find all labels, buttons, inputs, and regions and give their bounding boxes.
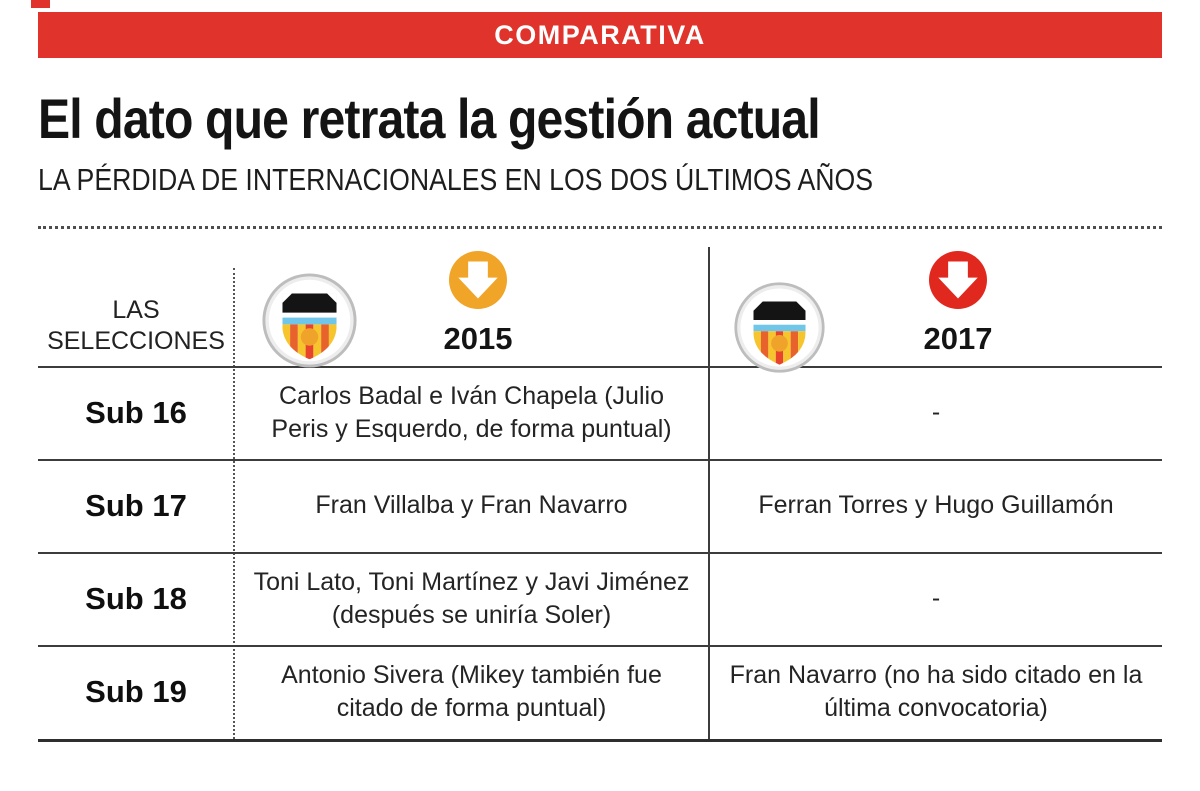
cell-sub16-2015: Carlos Badal e Iván Chapela (Julio Peris… <box>271 381 672 443</box>
down-arrow-2015-icon <box>449 251 507 309</box>
cell-sub16-2017: - <box>931 398 941 426</box>
table-bottom-line <box>38 739 1162 742</box>
cell-sub17-2017: Ferran Torres y Hugo Guillamón <box>758 491 1114 519</box>
down-arrow-2017-icon <box>929 251 987 309</box>
page-subtitle: LA PÉRDIDA DE INTERNACIONALES EN LOS DOS… <box>38 162 874 197</box>
cell-sub18-2015: Toni Lato, Toni Martínez y Javi Jiménez … <box>253 567 690 629</box>
cell-sub18-2017: - <box>931 584 941 612</box>
table-grid-line <box>38 366 1162 368</box>
row-label-sub19: Sub 19 <box>85 674 187 709</box>
table-column-divider-dotted <box>233 268 235 739</box>
banner-label: COMPARATIVA <box>494 19 706 50</box>
column-header-selections: LAS SELECCIONES <box>38 295 234 357</box>
selections-label-line2: SELECCIONES <box>47 327 225 355</box>
row-label-sub18: Sub 18 <box>85 580 187 616</box>
valencia-cf-badge-icon <box>262 273 357 368</box>
cell-sub19-2015: Antonio Sivera (Mikey también fue citado… <box>281 661 662 722</box>
valencia-cf-badge-icon <box>734 282 825 373</box>
banner: COMPARATIVA <box>38 12 1162 58</box>
row-label-sub17: Sub 17 <box>85 487 187 523</box>
cell-sub17-2015: Fran Villalba y Fran Navarro <box>315 491 628 519</box>
table-grid-line <box>38 459 1162 461</box>
divider-dotted-rule <box>38 226 1162 229</box>
selections-label-line1: LAS <box>112 296 160 324</box>
corner-ribbon <box>31 0 50 8</box>
table-grid-line <box>38 552 1162 554</box>
table-column-divider-solid <box>708 247 710 739</box>
page-title: El dato que retrata la gestión actual <box>38 87 821 150</box>
cell-sub19-2017: Fran Navarro (no ha sido citado en la úl… <box>729 661 1143 722</box>
table-grid-line <box>38 645 1162 647</box>
column-header-2017: 2017 <box>923 321 993 356</box>
row-label-sub16: Sub 16 <box>85 394 187 430</box>
column-header-2015: 2015 <box>443 321 513 356</box>
